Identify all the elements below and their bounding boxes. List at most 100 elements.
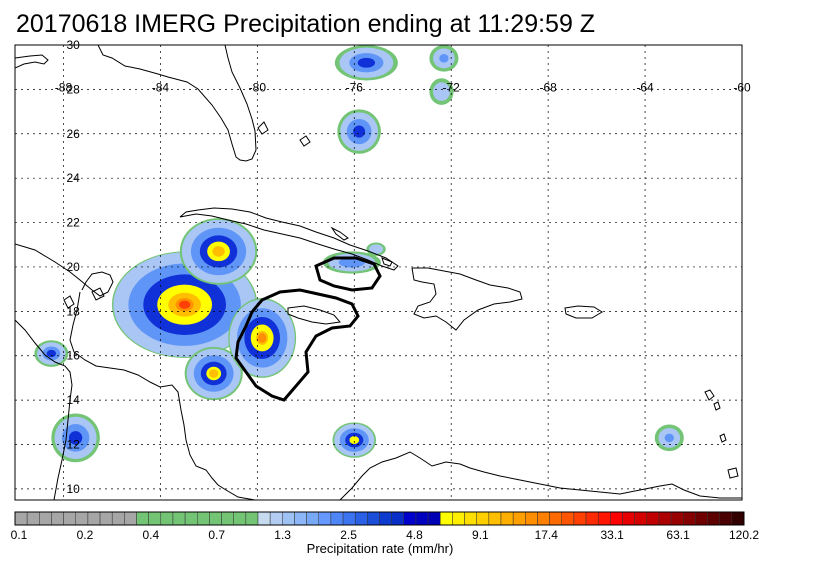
precip-contour: [353, 125, 366, 138]
colorbar-tick-label: 9.1: [472, 528, 489, 542]
lat-tick-label: 22: [66, 216, 80, 230]
colorbar-swatch: [379, 511, 392, 526]
colorbar-swatch: [391, 511, 405, 526]
graticule: [15, 45, 742, 500]
colorbar-swatch: [427, 511, 441, 526]
colorbar-swatch: [622, 511, 635, 526]
colorbar-swatch: [464, 511, 477, 526]
precip-cell: [334, 45, 398, 81]
precip-cell: [337, 109, 381, 154]
colorbar-swatch: [39, 511, 52, 526]
colorbar-swatch: [87, 511, 101, 526]
colorbar-swatch: [549, 511, 562, 526]
colorbar-swatch: [610, 511, 623, 526]
lat-tick-label: 28: [66, 82, 80, 96]
colorbar-swatch: [634, 511, 648, 526]
lat-tick-label: 10: [66, 482, 80, 496]
colorbar-swatch: [75, 511, 89, 526]
precip-cell: [228, 298, 297, 378]
colorbar-tick-label: 63.1: [666, 528, 690, 542]
colorbar-swatch: [646, 511, 660, 526]
colorbar-tick-label: 1.3: [274, 528, 291, 542]
colorbar-swatch: [257, 511, 271, 526]
colorbar-tick-label: 2.5: [340, 528, 357, 542]
precip-contour: [46, 349, 57, 358]
colorbar-swatch: [233, 511, 247, 526]
colorbar-swatch: [342, 511, 356, 526]
colorbar-swatch: [415, 511, 429, 526]
precip-contour: [664, 433, 674, 443]
colorbar-swatch: [683, 511, 696, 526]
coastlines: [15, 45, 742, 500]
lon-tick-label: -84: [152, 81, 170, 95]
precip-contour: [179, 300, 191, 309]
colorbar-swatch: [695, 511, 708, 526]
colorbar-swatch: [585, 511, 599, 526]
colorbar-swatch: [99, 511, 113, 526]
colorbar-swatch: [160, 511, 174, 526]
colorbar-swatch: [245, 511, 259, 526]
colorbar-swatch: [51, 511, 64, 526]
colorbar-swatch: [707, 511, 720, 526]
precip-cell: [184, 346, 243, 401]
lon-tick-label: -88: [55, 81, 73, 95]
colorbar-swatch: [148, 511, 162, 526]
colorbar-swatch: [282, 511, 295, 526]
colorbar-tick-label: 33.1: [600, 528, 624, 542]
map-title: 20170618 IMERG Precipitation ending at 1…: [16, 10, 596, 38]
colorbar-tick-label: 4.8: [406, 528, 423, 542]
colorbar-swatch: [537, 511, 550, 526]
precip-contour: [258, 333, 267, 343]
colorbar-swatch: [26, 511, 40, 526]
colorbar-swatch: [294, 511, 307, 526]
precip-contour: [357, 57, 376, 68]
colorbar-swatch: [367, 511, 380, 526]
colorbar-swatch: [330, 511, 344, 526]
colorbar-swatch: [512, 511, 526, 526]
colorbar-swatch: [440, 511, 453, 526]
lon-tick-label: -68: [539, 81, 557, 95]
colorbar-swatch: [452, 511, 465, 526]
map-frame: [14, 44, 743, 501]
precip-contour: [349, 436, 360, 445]
lat-tick-label: 24: [66, 171, 80, 185]
colorbar-swatch: [306, 511, 320, 526]
precip-cell: [34, 340, 69, 367]
precip-cell: [179, 218, 258, 285]
lat-tick-label: 20: [66, 260, 80, 274]
colorbar-swatch: [124, 511, 137, 526]
colorbar-swatch: [670, 511, 684, 526]
precip-cell: [429, 45, 459, 72]
colorbar-swatch: [719, 511, 733, 526]
precip-cell: [332, 422, 377, 458]
colorbar-swatch: [561, 511, 575, 526]
lat-tick-label: 18: [66, 304, 80, 318]
colorbar-swatch: [111, 511, 125, 526]
colorbar-swatch: [209, 511, 222, 526]
lat-tick-label: 14: [66, 393, 80, 407]
colorbar-caption: Precipitation rate (mm/hr): [306, 541, 454, 556]
lat-tick-label: 16: [66, 349, 80, 363]
colorbar-swatch: [731, 511, 745, 526]
colorbar-tick-label: 0.1: [10, 528, 28, 542]
colorbar-swatch: [573, 511, 587, 526]
precip-contour: [68, 431, 83, 445]
colorbar-swatch: [403, 511, 417, 526]
colorbar-swatch: [14, 511, 28, 526]
precip-contour: [209, 369, 219, 378]
lon-tick-label: -80: [249, 81, 267, 95]
colorbar-swatch: [269, 511, 283, 526]
colorbar-swatch: [63, 511, 76, 526]
colorbar-swatch: [488, 511, 502, 526]
lat-tick-label: 26: [66, 127, 80, 141]
colorbar-swatch: [500, 511, 514, 526]
lon-tick-label: -76: [346, 81, 364, 95]
colorbar-tick-label: 0.2: [76, 528, 94, 542]
colorbar-swatch: [525, 511, 538, 526]
colorbar-tick-label: 0.7: [208, 528, 226, 542]
colorbar-swatch: [172, 511, 186, 526]
colorbar-swatch: [221, 511, 234, 526]
colorbar-swatch: [354, 511, 368, 526]
colorbar-frame: [14, 511, 745, 526]
